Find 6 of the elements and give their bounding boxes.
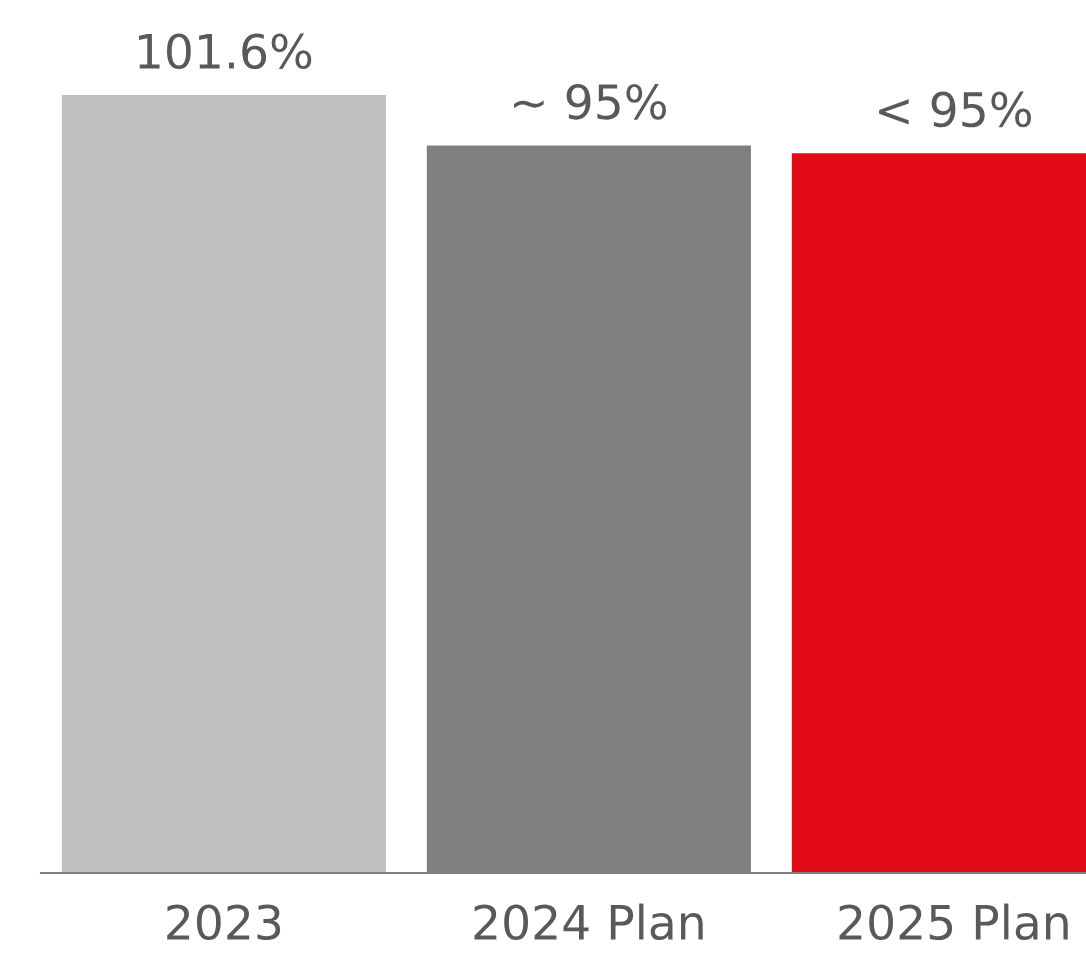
x-tick-label: 2025 Plan [839,903,1068,941]
data-label: 101.6% [139,33,312,70]
x-tick-label: 2024 Plan [474,903,703,941]
data-label: ~ 95% [514,83,667,120]
data-label: < 95% [879,91,1032,128]
x-tick-label: 2023 [167,904,281,941]
